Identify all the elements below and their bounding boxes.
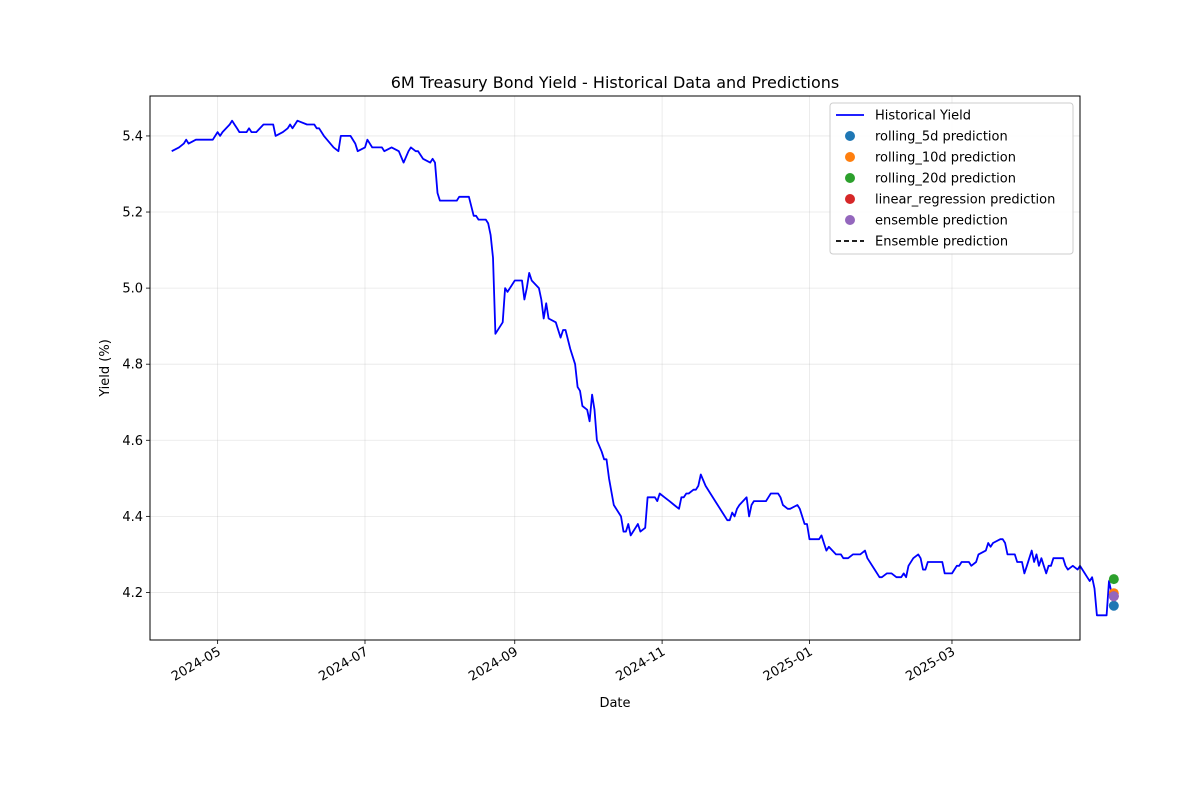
chart-title: 6M Treasury Bond Yield - Historical Data… (391, 73, 840, 92)
x-tick-label: 2024-05 (169, 644, 224, 684)
legend-label: rolling_20d prediction (875, 172, 1016, 187)
legend-dot-swatch (845, 173, 855, 183)
rolling-5d-prediction-point (1108, 600, 1119, 611)
x-axis-label: Date (599, 696, 630, 711)
x-tick-label: 2025-01 (761, 644, 816, 684)
legend-label: rolling_5d prediction (875, 130, 1008, 145)
x-tick-label: 2024-11 (614, 644, 669, 684)
axes-frame (149, 95, 1081, 641)
legend-label: Ensemble prediction (875, 235, 1008, 250)
plot-marks (171, 119, 1119, 617)
legend-label: rolling_10d prediction (875, 151, 1016, 166)
x-axis-ticks: 2024-05 2024-07 2024-09 2024-11 2025-01 2025-… (169, 640, 958, 685)
y-axis-label: Yield (%) (98, 339, 113, 398)
ensemble-prediction-point (1108, 591, 1119, 602)
y-tick-label: 4.2 (122, 586, 143, 601)
legend: Historical Yield rolling_5d prediction rol… (829, 102, 1074, 255)
legend-label: Historical Yield (875, 109, 971, 124)
legend-label: linear_regression prediction (875, 193, 1055, 208)
y-tick-label: 4.8 (122, 358, 143, 373)
legend-dot-swatch (845, 152, 855, 162)
rolling-20d-prediction-point (1108, 574, 1119, 585)
legend-label: ensemble prediction (875, 214, 1008, 229)
y-tick-label: 5.0 (122, 282, 143, 297)
legend-dot-swatch (845, 194, 855, 204)
x-tick-label: 2025-03 (903, 644, 958, 684)
legend-dot-swatch (845, 131, 855, 141)
y-tick-label: 4.4 (122, 510, 143, 525)
y-tick-label: 4.6 (122, 434, 143, 449)
y-axis-ticks: 4.2 4.4 4.6 4.8 5.0 5.2 5.4 (122, 129, 150, 601)
legend-box (829, 102, 1074, 255)
y-tick-label: 5.2 (122, 206, 143, 221)
x-tick-label: 2024-07 (316, 644, 371, 684)
historical-yield-line (171, 119, 1113, 617)
y-tick-label: 5.4 (122, 129, 143, 144)
x-tick-label: 2024-09 (466, 644, 521, 684)
legend-dot-swatch (845, 215, 855, 225)
